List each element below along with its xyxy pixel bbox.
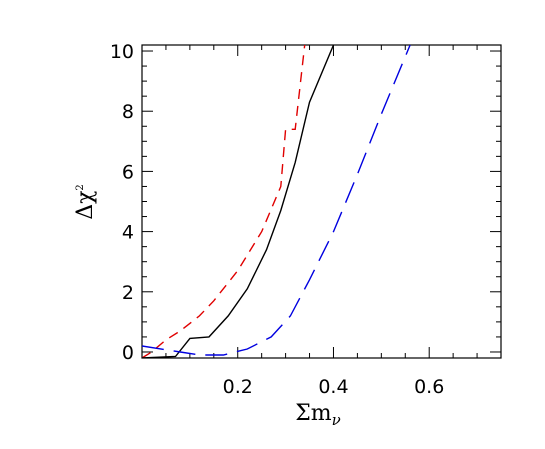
y-axis-title-superscript: 2	[75, 184, 86, 190]
y-tick-label: 8	[122, 101, 134, 123]
x-tick-label: 0.4	[318, 376, 348, 398]
y-tick-label: 0	[122, 342, 134, 364]
series-line-1	[142, 45, 306, 358]
y-tick-label: 2	[122, 282, 134, 304]
y-tick-label: 10	[110, 41, 134, 63]
x-axis-title-subscript: ν	[332, 411, 341, 429]
series-line-2	[142, 45, 335, 358]
y-tick-label: 6	[122, 161, 134, 183]
plot-area	[142, 45, 411, 358]
x-axis-title-main: Σm	[295, 401, 332, 426]
y-tick-label: 4	[122, 222, 134, 244]
x-axis-title: Σmν	[295, 401, 341, 429]
series-line-3	[142, 45, 411, 356]
plot-frame	[141, 44, 502, 359]
x-tick-label: 0.2	[223, 376, 253, 398]
y-axis-title: Δχ2	[73, 184, 98, 220]
y-axis-title-main: Δχ	[73, 191, 98, 220]
y-axis: 0 2 4 6 8 10	[110, 41, 501, 364]
x-axis: 0.2 0.4 0.6	[165, 45, 502, 398]
x-tick-label: 0.6	[414, 376, 444, 398]
